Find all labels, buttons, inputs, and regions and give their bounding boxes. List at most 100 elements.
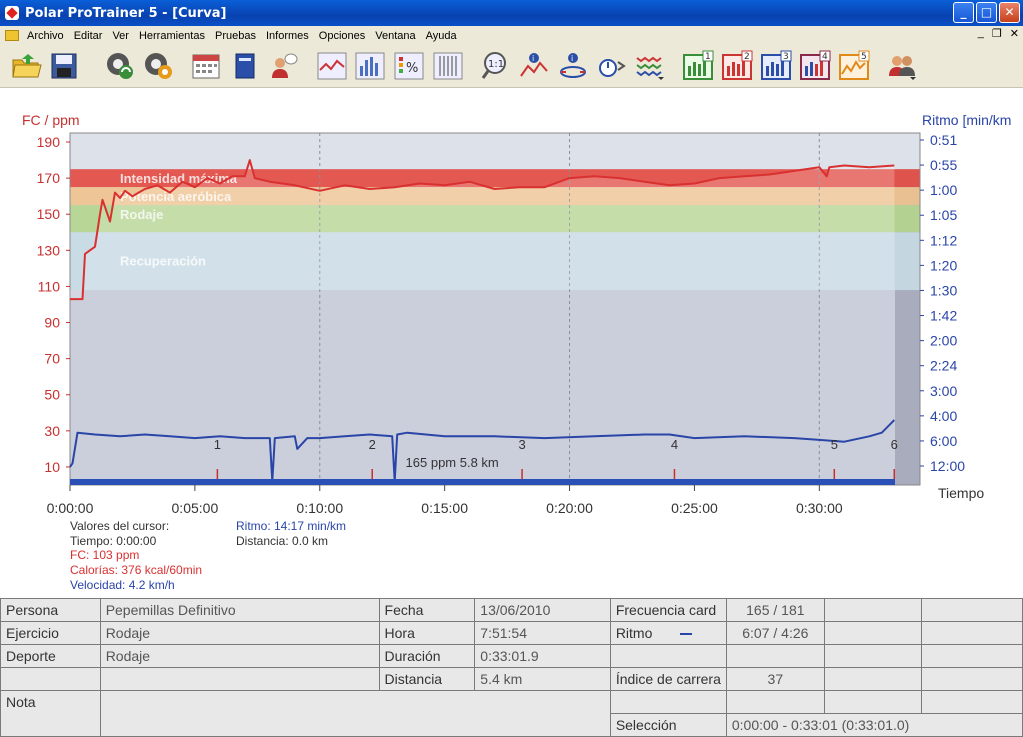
distancia-label: Distancia xyxy=(378,667,476,691)
empty-cell xyxy=(921,598,1023,622)
zone-label-2: Rodaje xyxy=(120,207,163,222)
users-icon[interactable] xyxy=(886,50,918,82)
lap-5-icon[interactable]: 5 xyxy=(838,50,870,82)
hora-value: 7:51:54 xyxy=(474,621,611,645)
right-tick-label: 12:00 xyxy=(930,458,965,474)
heart-rate-chart[interactable]: FC / ppm Ritmo [min/km Tiempo Intensidad… xyxy=(0,88,1023,598)
left-tick-label: 50 xyxy=(44,387,60,403)
empty-cell xyxy=(725,644,825,668)
nota-label: Nota xyxy=(0,690,101,737)
lap-2-number: 2 xyxy=(744,52,750,62)
empty-cell xyxy=(823,644,923,668)
menu-informes[interactable]: Informes xyxy=(265,29,309,42)
bar-chart-icon[interactable] xyxy=(354,50,386,82)
stopwatch-icon[interactable] xyxy=(596,50,628,82)
ejercicio-value: Rodaje xyxy=(99,621,380,645)
minimize-button[interactable]: _ xyxy=(953,2,974,23)
table-chart-icon[interactable] xyxy=(432,50,464,82)
right-tick-label: 6:00 xyxy=(930,433,957,449)
window-title: Polar ProTrainer 5 - [Curva] xyxy=(25,5,227,21)
line-chart-icon[interactable] xyxy=(316,50,348,82)
right-tick-label: 1:05 xyxy=(930,207,957,223)
distancia-value: 5.4 km xyxy=(474,667,611,691)
polar-app-icon xyxy=(5,6,19,20)
lap-number: 1 xyxy=(214,437,221,452)
percent-chart-icon[interactable]: % xyxy=(393,50,425,82)
hora-label: Hora xyxy=(378,621,476,645)
x-tick-label: 0:05:00 xyxy=(172,500,219,516)
empty-cell xyxy=(0,667,101,691)
lap-2-icon[interactable]: 2 xyxy=(721,50,753,82)
right-tick-label: 4:00 xyxy=(930,408,957,424)
heart-rate-value: 165 / 181 xyxy=(725,598,825,622)
left-tick-label: 110 xyxy=(38,278,61,294)
x-axis-label: Tiempo xyxy=(938,485,984,501)
heart-rate-area xyxy=(70,160,895,300)
fecha-label: Fecha xyxy=(378,598,476,622)
right-tick-label: 1:00 xyxy=(930,182,957,198)
cursor-heart-rate: FC: 103 ppm xyxy=(70,548,140,562)
mdi-restore-button[interactable]: ❐ xyxy=(991,28,1002,40)
x-tick-label: 0:00:00 xyxy=(47,500,94,516)
maximize-button[interactable]: □ xyxy=(976,2,997,23)
mdi-close-button[interactable]: ✕ xyxy=(1009,28,1019,40)
close-button[interactable]: ✕ xyxy=(999,2,1020,23)
lap-4-icon[interactable]: 4 xyxy=(799,50,831,82)
right-tick-label: 0:55 xyxy=(930,157,957,173)
duracion-value: 0:33:01.9 xyxy=(474,644,611,668)
cursor-speed: Velocidad: 4.2 km/h xyxy=(70,578,175,592)
ritmo-label: Ritmo xyxy=(609,621,727,645)
ejercicio-label: Ejercicio xyxy=(0,621,101,645)
sync-icon[interactable] xyxy=(104,50,136,82)
zone-band-3 xyxy=(70,232,920,291)
chart-svg[interactable]: FC / ppm Ritmo [min/km Tiempo Intensidad… xyxy=(0,88,1023,598)
x-tick-label: 0:30:00 xyxy=(796,500,843,516)
lap-1-icon[interactable]: 1 xyxy=(682,50,714,82)
lap-info-label: 165 ppm 5.8 km xyxy=(406,455,499,470)
left-axis-label: FC / ppm xyxy=(22,112,80,128)
right-tick-label: 1:30 xyxy=(930,282,957,298)
save-icon[interactable] xyxy=(48,50,80,82)
menu-ayuda[interactable]: Ayuda xyxy=(425,29,457,42)
empty-cell xyxy=(921,644,1023,668)
folder-icon xyxy=(5,30,19,41)
menu-archivo[interactable]: Archivo xyxy=(27,29,64,42)
right-tick-label: 0:51 xyxy=(930,132,957,148)
ritmo-value: 6:07 / 4:26 xyxy=(725,621,825,645)
info-compass-icon[interactable]: i xyxy=(557,50,589,82)
title-bar: Polar ProTrainer 5 - [Curva] _ □ ✕ xyxy=(0,0,1023,26)
empty-cell xyxy=(823,598,923,622)
calendar-icon[interactable] xyxy=(190,50,222,82)
settings-icon[interactable] xyxy=(142,50,174,82)
menu-ver[interactable]: Ver xyxy=(112,29,129,42)
deporte-label: Deporte xyxy=(0,644,101,668)
seleccion-value: 0:00:00 - 0:33:01 (0:33:01.0) xyxy=(725,713,1023,737)
menu-pruebas[interactable]: Pruebas xyxy=(214,29,256,42)
wave-lines-icon[interactable] xyxy=(634,50,666,82)
book-icon[interactable] xyxy=(229,50,261,82)
empty-cell xyxy=(609,690,727,714)
lap-bar xyxy=(70,479,895,485)
menu-herramientas[interactable]: Herramientas xyxy=(138,29,205,42)
user-icon[interactable] xyxy=(268,50,300,82)
indice-value: 37 xyxy=(725,667,825,691)
fecha-value: 13/06/2010 xyxy=(474,598,611,622)
menu-editar[interactable]: Editar xyxy=(73,29,103,42)
top-band xyxy=(70,133,920,170)
empty-cell xyxy=(725,690,825,714)
zoom-1-1-icon[interactable]: 1:1 xyxy=(480,50,512,82)
left-tick-label: 70 xyxy=(44,351,60,367)
nota-value[interactable] xyxy=(99,690,611,737)
left-tick-label: 170 xyxy=(37,170,61,186)
empty-cell xyxy=(823,621,923,645)
lap-number: 6 xyxy=(891,437,898,452)
menu-ventana[interactable]: Ventana xyxy=(375,29,416,42)
info-chart-icon[interactable]: i xyxy=(518,50,550,82)
empty-cell xyxy=(823,690,923,714)
open-folder-icon[interactable] xyxy=(10,50,42,82)
menu-opciones[interactable]: Opciones xyxy=(318,29,366,42)
lap-3-icon[interactable]: 3 xyxy=(760,50,792,82)
mdi-minimize-button[interactable]: _ xyxy=(977,27,984,39)
zone-band-2 xyxy=(70,205,920,233)
empty-cell xyxy=(921,667,1023,691)
